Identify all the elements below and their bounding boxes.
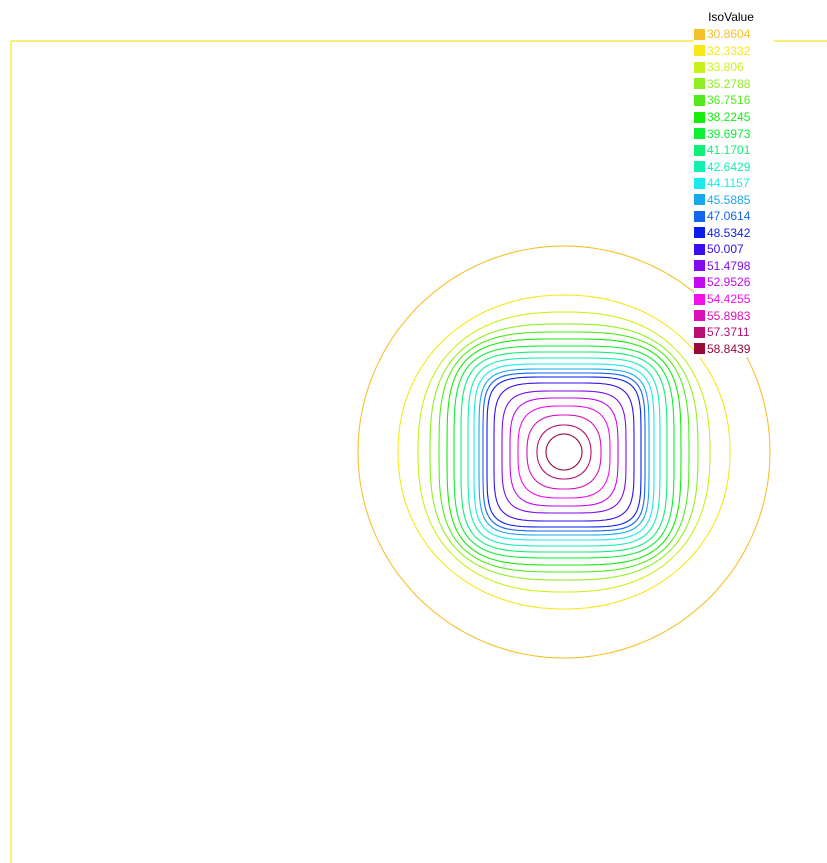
- legend-entry: 58.8439: [694, 340, 774, 357]
- legend-swatch: [694, 161, 705, 173]
- legend-entry: 39.6973: [694, 125, 774, 142]
- legend-entry: 32.3332: [694, 43, 774, 60]
- contour-line-48-5342: [486, 376, 642, 528]
- legend-entry: 36.7516: [694, 92, 774, 109]
- legend-swatch: [694, 310, 705, 322]
- contour-line-39-6973: [453, 345, 675, 559]
- legend-entry: 55.8983: [694, 307, 774, 324]
- legend-label: 33.806: [707, 60, 744, 75]
- legend-swatch: [694, 293, 705, 305]
- legend-swatch: [694, 194, 705, 206]
- legend-swatch: [694, 28, 705, 40]
- legend-swatch: [694, 210, 705, 222]
- contour-line-32-3332: [397, 294, 731, 610]
- legend-swatch: [694, 227, 705, 239]
- contour-line-55-8983: [526, 414, 602, 490]
- legend-entry: 35.2788: [694, 76, 774, 93]
- legend-swatch: [694, 61, 705, 73]
- legend-label: 58.8439: [707, 341, 751, 356]
- domain-boundary: [10, 40, 827, 863]
- legend-entry: 48.5342: [694, 225, 774, 242]
- legend-entry: 50.007: [694, 241, 774, 258]
- legend-label: 54.4255: [707, 292, 751, 307]
- legend-label: 38.2245: [707, 110, 751, 124]
- legend-label: 35.2788: [707, 76, 751, 91]
- contour-line-52-9526: [509, 397, 619, 507]
- contour-line-45-5885: [478, 368, 650, 536]
- contour-lines: [357, 245, 771, 659]
- contour-line-58-8439: [545, 433, 583, 471]
- legend-label: 57.3711: [707, 325, 750, 340]
- contour-line-42-6429: [467, 357, 661, 547]
- legend-label: 48.5342: [707, 225, 751, 240]
- legend-entry: 30.8604: [694, 26, 774, 43]
- legend-entry: 57.3711: [694, 324, 774, 341]
- contour-line-35-2788: [429, 323, 699, 581]
- contour-line-51-4798: [501, 390, 627, 514]
- contour-line-38-2245: [446, 338, 682, 566]
- contour-line-36-7516: [438, 331, 690, 573]
- legend-swatch: [694, 78, 705, 90]
- contour-line-30-8604: [357, 245, 771, 659]
- legend-swatch: [694, 177, 705, 189]
- contour-line-54-4255: [517, 405, 611, 499]
- contour-line-50-007: [493, 382, 635, 522]
- legend-swatch: [694, 144, 705, 156]
- legend-label: 36.7516: [707, 93, 751, 108]
- legend-entry: 51.4798: [694, 258, 774, 275]
- legend-label: 51.4798: [707, 258, 751, 273]
- legend-label: 30.8604: [707, 27, 751, 42]
- legend-entry: 41.1701: [694, 142, 774, 159]
- legend-swatch: [694, 45, 705, 57]
- legend-swatch: [694, 128, 705, 140]
- legend-swatch: [694, 111, 705, 123]
- legend-label: 45.5885: [707, 192, 751, 207]
- legend-label: 44.1157: [707, 176, 750, 191]
- legend-entry: 47.0614: [694, 208, 774, 225]
- legend-swatch: [694, 260, 705, 272]
- legend-swatch: [694, 94, 705, 106]
- legend-label: 39.6973: [707, 126, 751, 141]
- legend-label: 47.0614: [707, 209, 751, 224]
- isovalue-legend: IsoValue 30.8604 32.3332 33.806 35.2788 36.7…: [694, 9, 774, 357]
- legend-swatch: [694, 326, 705, 338]
- legend-label: 52.9526: [707, 275, 751, 290]
- legend-entry: 33.806: [694, 59, 774, 76]
- legend-swatch: [694, 243, 705, 255]
- legend-swatch: [694, 276, 705, 288]
- legend-entry: 38.2245: [694, 109, 774, 126]
- legend-entry: 45.5885: [694, 191, 774, 208]
- legend-swatch: [694, 343, 705, 355]
- legend-entries: 30.8604 32.3332 33.806 35.2788 36.7516 38.224…: [694, 26, 774, 357]
- legend-entry: 52.9526: [694, 274, 774, 291]
- contour-line-41-1701: [460, 351, 668, 553]
- contour-line-33-806: [417, 311, 711, 593]
- legend-label: 42.6429: [707, 159, 751, 174]
- contour-line-44-1157: [473, 363, 655, 541]
- contour-line-57-3711: [536, 424, 592, 480]
- contour-line-47-0614: [482, 372, 646, 532]
- legend-entry: 54.4255: [694, 291, 774, 308]
- legend-label: 50.007: [707, 242, 744, 257]
- legend-label: 41.1701: [707, 143, 751, 158]
- legend-title: IsoValue: [708, 10, 754, 24]
- legend-entry: 44.1157: [694, 175, 774, 192]
- legend-label: 32.3332: [707, 43, 751, 58]
- legend-entry: 42.6429: [694, 158, 774, 175]
- legend-label: 55.8983: [707, 308, 751, 323]
